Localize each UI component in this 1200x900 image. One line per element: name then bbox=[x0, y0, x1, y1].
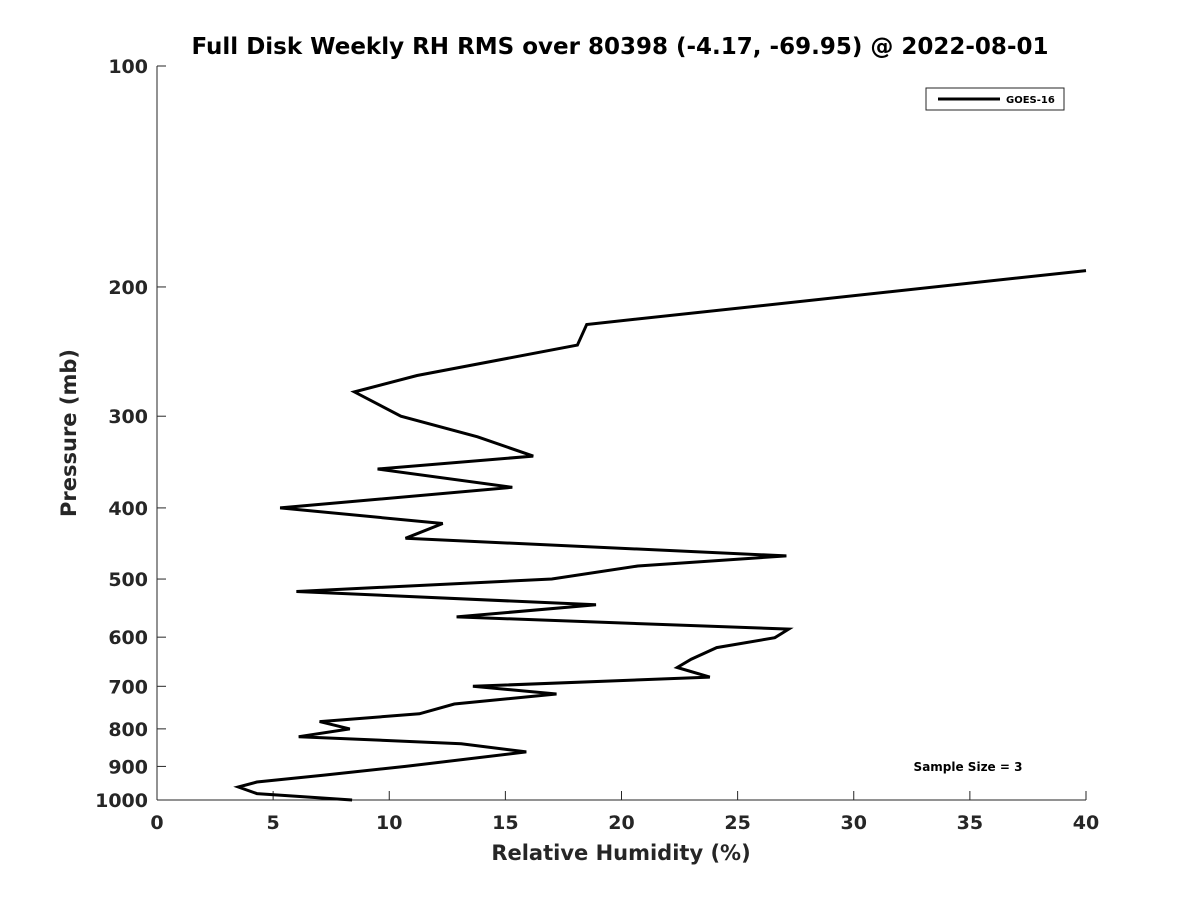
x-tick-label: 15 bbox=[492, 812, 518, 834]
y-tick-label: 200 bbox=[108, 277, 148, 299]
y-tick-label: 900 bbox=[108, 756, 148, 778]
x-axis-ticks: 0 5 10 15 20 25 30 35 40 bbox=[150, 791, 1099, 834]
series-group bbox=[233, 269, 1087, 802]
x-tick-label: 10 bbox=[376, 812, 402, 834]
series-line-goes-16 bbox=[233, 269, 1087, 802]
x-tick-label: 30 bbox=[841, 812, 867, 834]
legend-label-goes-16: GOES-16 bbox=[1006, 95, 1055, 106]
sample-size-annotation: Sample Size = 3 bbox=[914, 760, 1023, 774]
x-tick-label: 20 bbox=[608, 812, 634, 834]
y-tick-label: 800 bbox=[108, 719, 148, 741]
x-tick-label: 0 bbox=[150, 812, 163, 834]
plot-area bbox=[156, 66, 1086, 801]
y-tick-label: 1000 bbox=[95, 790, 148, 812]
y-tick-label: 300 bbox=[108, 406, 148, 428]
y-axis-ticks: 100 200 300 400 500 600 700 800 900 1000 bbox=[95, 56, 166, 812]
x-tick-label: 25 bbox=[724, 812, 750, 834]
y-tick-label: 400 bbox=[108, 498, 148, 520]
legend: GOES-16 bbox=[925, 87, 1065, 111]
x-tick-label: 5 bbox=[267, 812, 280, 834]
x-axis-label: Relative Humidity (%) bbox=[491, 841, 750, 865]
x-tick-label: 35 bbox=[957, 812, 983, 834]
chart-title: Full Disk Weekly RH RMS over 80398 (-4.1… bbox=[191, 34, 1048, 60]
y-tick-label: 500 bbox=[108, 569, 148, 591]
y-tick-label: 100 bbox=[108, 56, 148, 78]
y-tick-label: 700 bbox=[108, 676, 148, 698]
x-tick-label: 40 bbox=[1073, 812, 1099, 834]
y-tick-label: 600 bbox=[108, 627, 148, 649]
y-axis-label: Pressure (mb) bbox=[57, 349, 81, 517]
